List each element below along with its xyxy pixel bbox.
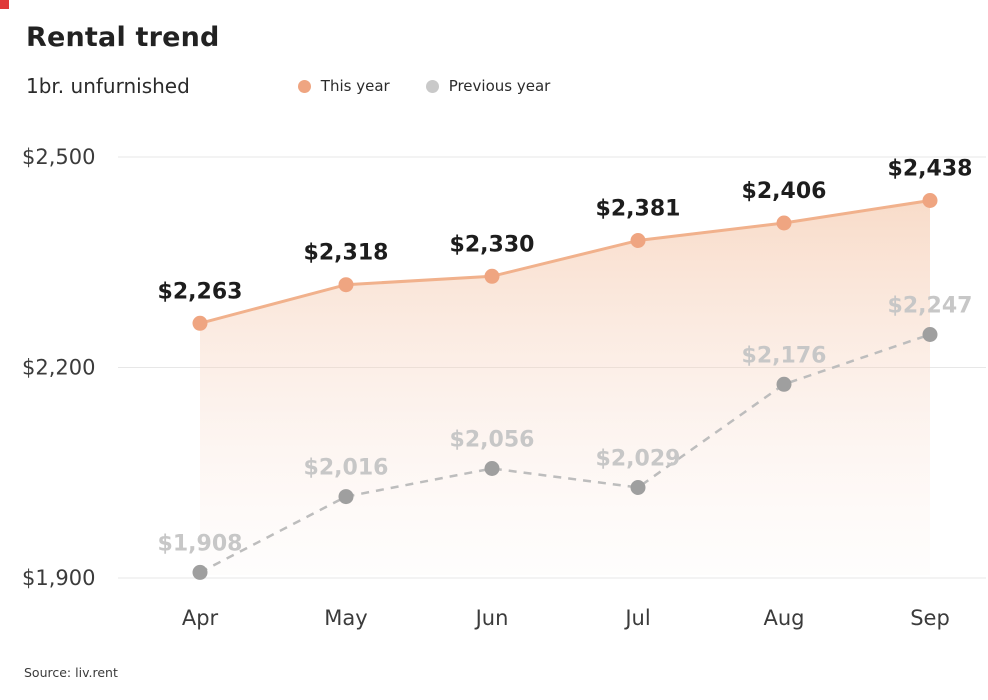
this-year-point (922, 193, 938, 208)
previous-year-value-label: $2,247 (888, 294, 973, 319)
previous-year-value-label: $1,908 (158, 531, 243, 556)
this-year-point (192, 315, 208, 331)
legend-item-this-year: This year (297, 77, 390, 95)
this-year-point (484, 268, 500, 284)
this-year-point (630, 233, 646, 248)
this-year-point (338, 277, 354, 293)
y-axis-tick-label: $2,500 (22, 145, 95, 169)
legend-item-previous-year: Previous year (425, 77, 551, 95)
previous-year-point (922, 327, 938, 342)
this-year-value-label: $2,263 (158, 279, 243, 304)
previous-year-point (192, 564, 208, 580)
previous-year-point (484, 461, 500, 476)
previous-year-point (776, 376, 792, 392)
page-title: Rental trend (26, 22, 220, 53)
y-axis-tick-label: $1,900 (22, 566, 95, 590)
chart-subtitle: 1br. unfurnished (26, 74, 190, 98)
x-axis-label: Aug (763, 606, 804, 630)
this-year-value-label: $2,438 (888, 157, 973, 182)
chart-legend: This year Previous year (297, 77, 551, 95)
red-corner-mark (0, 0, 9, 9)
x-axis-label: Sep (910, 606, 950, 630)
legend-label-previous-year: Previous year (448, 77, 551, 95)
this-year-value-label: $2,381 (596, 197, 681, 222)
this-year-point (776, 215, 792, 231)
previous-year-value-label: $2,029 (596, 447, 681, 472)
legend-label-this-year: This year (320, 77, 390, 95)
subtitle-row: 1br. unfurnished This year Previous year (26, 74, 966, 98)
x-axis-label: Jul (623, 606, 650, 630)
this-year-value-label: $2,318 (304, 241, 389, 266)
this-year-value-label: $2,406 (742, 179, 827, 204)
this-year-legend-dot (297, 79, 311, 93)
previous-year-point (338, 489, 354, 505)
y-axis-tick-label: $2,200 (22, 356, 95, 380)
chart-header: Rental trend (26, 22, 220, 53)
previous-year-value-label: $2,016 (304, 456, 389, 481)
this-year-value-label: $2,330 (450, 232, 535, 257)
x-axis-label: Apr (182, 606, 219, 630)
this-year-line (199, 199, 931, 325)
previous-year-value-label: $2,176 (742, 343, 827, 368)
source-attribution: Source: liv.rent (24, 665, 118, 680)
x-axis-label: May (324, 606, 367, 630)
x-axis-label: Jun (474, 606, 509, 630)
previous-year-point (630, 480, 646, 495)
previous-year-line (199, 333, 931, 574)
this-year-area (200, 200, 930, 575)
previous-year-legend-dot (425, 79, 439, 93)
previous-year-value-label: $2,056 (450, 428, 535, 453)
